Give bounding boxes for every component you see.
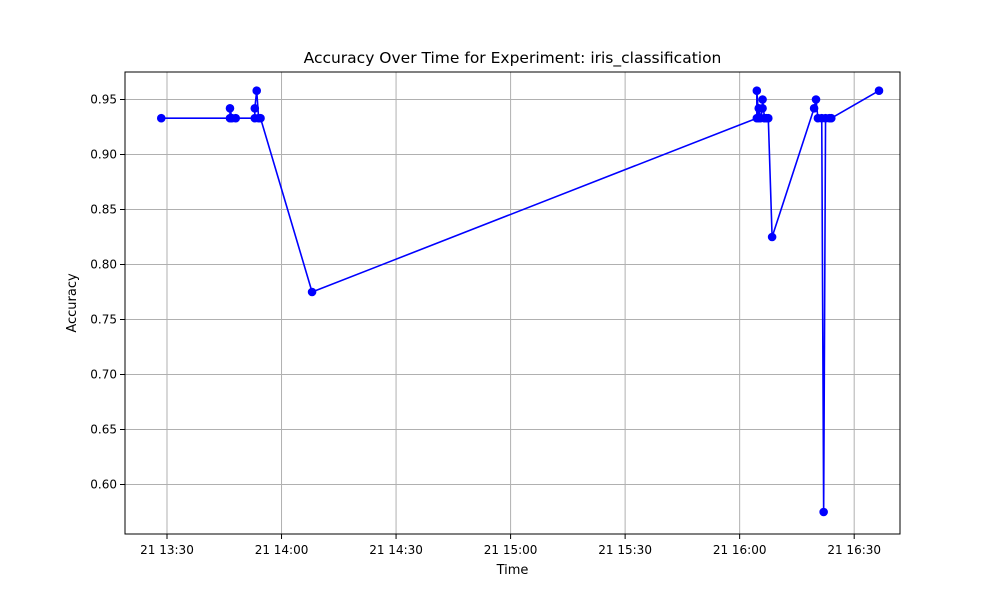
data-point (758, 104, 767, 113)
data-point (256, 113, 265, 123)
x-axis-ticks: 21 13:30 21 14:00 21 14:30 21 15:00 21 15:30… (140, 534, 881, 557)
data-point (819, 507, 828, 517)
plot-frame (124, 71, 901, 535)
y-tick-label: 0.80 (90, 258, 117, 272)
x-tick-label: 21 16:00 (713, 543, 767, 557)
data-point (307, 287, 317, 297)
y-tick-label: 0.90 (90, 148, 117, 162)
x-tick-label: 21 13:30 (140, 543, 194, 557)
data-point (809, 104, 819, 113)
x-tick-label: 21 15:00 (484, 543, 538, 557)
y-tick-label: 0.95 (90, 93, 117, 107)
chart-title: Accuracy Over Time for Experiment: iris_… (304, 49, 722, 68)
y-axis-ticks: 0.60 0.65 0.70 0.75 0.80 0.85 0.90 0.95 (90, 93, 125, 492)
data-point (231, 113, 241, 123)
x-tick-label: 21 14:00 (255, 543, 309, 557)
data-point (752, 86, 762, 95)
data-point (252, 86, 262, 95)
data-point (811, 95, 821, 104)
y-axis-label: Accuracy (65, 273, 80, 333)
data-point (874, 86, 884, 95)
data-point (250, 104, 260, 113)
data-point (156, 113, 166, 123)
y-tick-label: 0.60 (90, 478, 117, 492)
x-tick-label: 21 16:30 (827, 543, 881, 557)
data-point (758, 95, 767, 104)
data-point (225, 104, 235, 113)
data-point (826, 113, 836, 123)
y-tick-label: 0.75 (90, 313, 117, 327)
y-tick-label: 0.70 (90, 368, 117, 382)
x-tick-label: 21 14:30 (369, 543, 423, 557)
data-point (767, 232, 777, 242)
y-tick-label: 0.65 (90, 423, 117, 437)
x-axis-label: Time (496, 563, 529, 578)
x-tick-label: 21 15:30 (598, 543, 652, 557)
series-layer (156, 86, 884, 517)
data-point (763, 113, 773, 123)
y-tick-label: 0.85 (90, 203, 117, 217)
